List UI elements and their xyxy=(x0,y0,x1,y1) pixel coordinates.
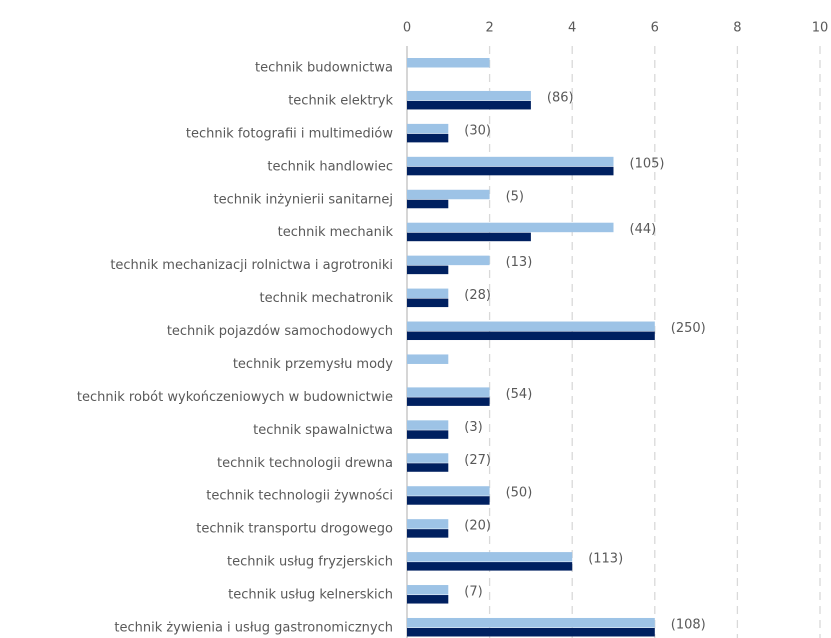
bar xyxy=(407,420,449,430)
y-tick-label: technik technologii drewna xyxy=(217,456,393,471)
bar xyxy=(407,100,531,110)
bar xyxy=(407,562,573,571)
y-tick-label: technik mechanizacji rolnictwa i agrotro… xyxy=(110,258,393,273)
bar xyxy=(407,519,449,529)
x-tick-label: 2 xyxy=(485,21,493,36)
y-tick-label: technik transportu drogowego xyxy=(196,522,393,537)
annotation: (3) xyxy=(464,420,482,435)
bar xyxy=(407,199,449,209)
y-tick-label: technik żywienia i usług gastronomicznyc… xyxy=(114,620,393,635)
y-tick-label: technik inżynierii sanitarnej xyxy=(213,192,393,207)
bar xyxy=(407,617,655,628)
y-tick-label: technik przemysłu mody xyxy=(233,357,393,372)
y-tick-label: technik fotografii i multimediów xyxy=(186,126,394,141)
bar xyxy=(407,90,531,101)
annotation: (30) xyxy=(464,123,491,138)
y-tick-label: technik mechanik xyxy=(278,225,394,240)
bar xyxy=(407,595,449,604)
bar xyxy=(407,288,449,299)
y-tick-label: technik mechatronik xyxy=(260,291,394,306)
y-tick-label: technik technologii żywności xyxy=(206,489,393,504)
x-tick-label: 8 xyxy=(733,21,741,36)
bar xyxy=(407,156,614,167)
bar xyxy=(407,397,490,406)
bar xyxy=(407,496,490,505)
bar xyxy=(407,222,614,233)
bar xyxy=(407,321,655,332)
annotation: (250) xyxy=(671,321,706,336)
annotation: (86) xyxy=(547,90,574,105)
annotation: (5) xyxy=(506,189,524,204)
bar xyxy=(407,486,490,496)
bar xyxy=(407,463,449,472)
bar xyxy=(407,133,449,143)
bar xyxy=(407,232,531,242)
annotation: (27) xyxy=(464,453,491,468)
bar xyxy=(407,529,449,538)
y-tick-label: technik budownictwa xyxy=(255,61,393,76)
bar xyxy=(407,255,490,266)
y-tick-label: technik usług kelnerskich xyxy=(228,588,393,603)
x-tick-label: 10 xyxy=(812,21,829,36)
y-tick-label: technik robót wykończeniowych w budownic… xyxy=(77,390,393,405)
bar xyxy=(407,585,449,595)
x-tick-label: 4 xyxy=(568,21,576,36)
annotation: (20) xyxy=(464,519,491,534)
bar xyxy=(407,627,655,637)
annotation: (28) xyxy=(464,288,491,303)
y-tick-label: technik spawalnictwa xyxy=(253,423,393,438)
annotation: (113) xyxy=(588,552,623,567)
annotation: (50) xyxy=(506,486,533,501)
bar xyxy=(407,265,449,275)
bar xyxy=(407,123,449,134)
annotation: (105) xyxy=(630,156,665,171)
y-tick-label: technik elektryk xyxy=(288,93,393,108)
bar xyxy=(407,298,449,308)
bar xyxy=(407,189,490,200)
x-tick-label: 0 xyxy=(403,21,411,36)
bar xyxy=(407,552,573,562)
y-tick-label: technik pojazdów samochodowych xyxy=(167,324,393,339)
bar xyxy=(407,387,490,397)
annotation: (13) xyxy=(506,255,533,270)
annotation: (54) xyxy=(506,387,533,402)
bar xyxy=(407,166,614,176)
y-tick-label: technik handlowiec xyxy=(267,159,393,174)
y-tick-label: technik usług fryzjerskich xyxy=(227,555,393,570)
annotation: (7) xyxy=(464,585,482,600)
bar xyxy=(407,331,655,341)
bar xyxy=(407,453,449,463)
bar xyxy=(407,58,490,68)
annotation: (44) xyxy=(630,222,657,237)
annotation: (108) xyxy=(671,617,706,632)
x-tick-label: 6 xyxy=(651,21,659,36)
bar xyxy=(407,354,449,364)
bar xyxy=(407,430,449,439)
